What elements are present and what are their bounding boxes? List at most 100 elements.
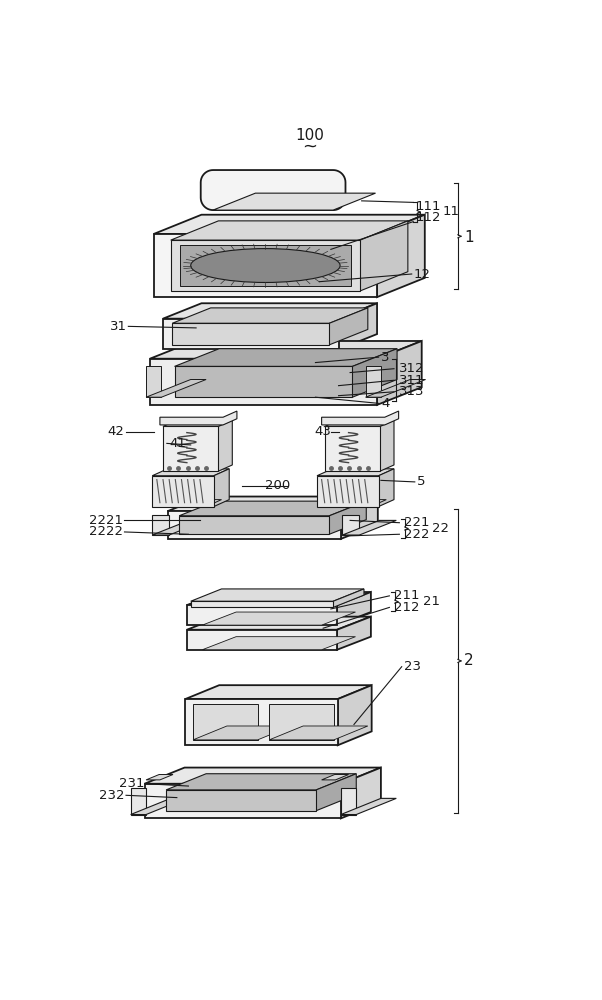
Text: 42: 42 [108, 425, 125, 438]
Text: 3: 3 [381, 351, 389, 364]
Polygon shape [365, 379, 426, 397]
Polygon shape [316, 774, 356, 811]
Polygon shape [187, 605, 337, 625]
Text: 22: 22 [432, 522, 448, 535]
Polygon shape [337, 617, 371, 650]
Polygon shape [163, 426, 219, 471]
Polygon shape [163, 319, 338, 349]
Text: 311: 311 [399, 374, 424, 387]
Text: 43: 43 [314, 425, 330, 438]
Text: 112: 112 [415, 211, 441, 224]
Polygon shape [377, 215, 425, 297]
Text: 2222: 2222 [89, 525, 123, 538]
Text: 12: 12 [414, 267, 431, 280]
Polygon shape [380, 420, 394, 471]
Text: 221: 221 [404, 516, 429, 529]
Text: 2: 2 [464, 653, 474, 668]
Polygon shape [317, 476, 379, 507]
Polygon shape [146, 774, 173, 780]
Polygon shape [219, 420, 232, 471]
Polygon shape [341, 798, 396, 815]
Text: 231: 231 [119, 777, 144, 790]
Text: 212: 212 [394, 601, 420, 614]
Polygon shape [144, 768, 381, 784]
Polygon shape [152, 476, 214, 507]
Polygon shape [341, 497, 378, 539]
Polygon shape [379, 469, 394, 507]
Polygon shape [180, 245, 351, 286]
Polygon shape [377, 341, 422, 405]
Polygon shape [343, 520, 396, 535]
Polygon shape [193, 704, 258, 740]
Text: 232: 232 [99, 789, 125, 802]
Polygon shape [146, 379, 206, 397]
Polygon shape [202, 612, 356, 625]
Polygon shape [179, 516, 329, 534]
Polygon shape [171, 240, 360, 291]
Polygon shape [269, 704, 334, 740]
Polygon shape [166, 774, 356, 790]
Text: 21: 21 [423, 595, 440, 608]
Polygon shape [154, 234, 377, 297]
Text: 313: 313 [399, 385, 424, 398]
Text: 41: 41 [169, 437, 186, 450]
Text: 100: 100 [295, 128, 324, 143]
Polygon shape [333, 589, 364, 607]
Text: 111: 111 [415, 200, 441, 213]
Polygon shape [338, 303, 377, 349]
Polygon shape [321, 774, 349, 780]
Polygon shape [131, 788, 146, 815]
Polygon shape [131, 798, 186, 815]
Polygon shape [152, 520, 206, 535]
Polygon shape [172, 308, 368, 323]
Polygon shape [175, 349, 397, 366]
Text: 2221: 2221 [89, 514, 123, 527]
Polygon shape [338, 685, 371, 745]
Polygon shape [337, 592, 371, 625]
Polygon shape [160, 411, 237, 425]
Text: 1: 1 [464, 230, 474, 245]
Polygon shape [185, 699, 338, 745]
Polygon shape [187, 592, 371, 605]
Polygon shape [160, 500, 222, 507]
Polygon shape [167, 497, 378, 511]
Polygon shape [185, 685, 371, 699]
Text: 31: 31 [110, 320, 127, 333]
Text: 23: 23 [404, 660, 421, 673]
Polygon shape [146, 366, 161, 397]
Polygon shape [324, 500, 386, 507]
Polygon shape [163, 420, 232, 426]
Polygon shape [193, 726, 291, 740]
Polygon shape [324, 420, 394, 426]
Polygon shape [269, 726, 368, 740]
Polygon shape [352, 349, 397, 397]
Polygon shape [175, 366, 352, 397]
Text: 211: 211 [394, 589, 420, 602]
Polygon shape [191, 589, 364, 601]
Polygon shape [324, 426, 380, 471]
Polygon shape [150, 341, 422, 359]
Polygon shape [213, 193, 376, 210]
Polygon shape [187, 630, 337, 650]
Polygon shape [179, 501, 366, 516]
Text: 11: 11 [442, 205, 459, 218]
Polygon shape [360, 221, 408, 291]
Text: 222: 222 [404, 528, 429, 541]
Polygon shape [214, 469, 229, 507]
Polygon shape [144, 784, 341, 818]
Polygon shape [341, 768, 381, 818]
Polygon shape [365, 366, 381, 397]
Text: 5: 5 [417, 475, 426, 488]
Polygon shape [152, 515, 169, 535]
Text: 200: 200 [265, 479, 291, 492]
Polygon shape [171, 221, 408, 240]
Polygon shape [200, 170, 346, 210]
Polygon shape [167, 511, 341, 539]
Polygon shape [152, 469, 229, 476]
Polygon shape [329, 308, 368, 345]
Polygon shape [172, 323, 329, 345]
Polygon shape [166, 790, 316, 811]
Polygon shape [317, 469, 394, 476]
Polygon shape [154, 215, 425, 234]
Ellipse shape [191, 249, 340, 282]
